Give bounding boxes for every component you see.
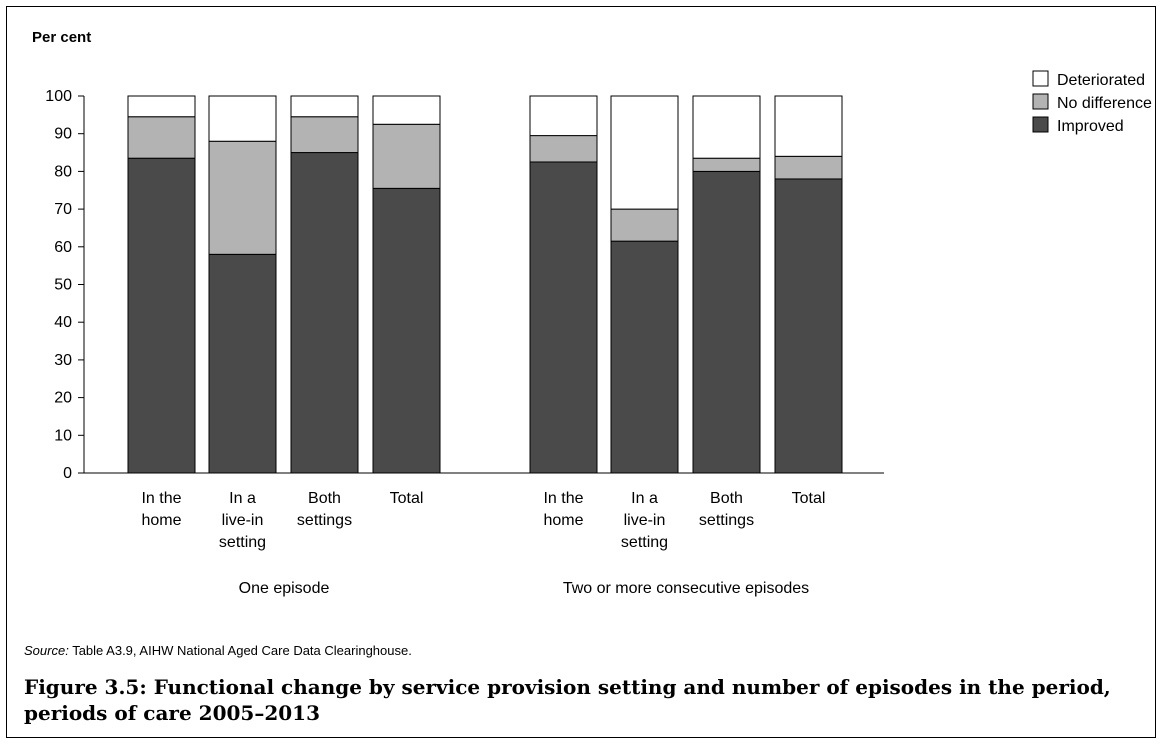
x-tick-label: live-in bbox=[222, 512, 264, 529]
legend-swatch bbox=[1032, 70, 1049, 87]
bar-segment-deteriorated bbox=[610, 95, 679, 210]
bar-segment-no-difference bbox=[290, 116, 359, 154]
legend-swatch bbox=[1032, 116, 1049, 133]
y-tick-label: 90 bbox=[54, 126, 72, 143]
bar-segment-improved bbox=[127, 157, 196, 474]
x-tick-label: home bbox=[543, 512, 583, 529]
y-tick-label: 10 bbox=[54, 427, 72, 444]
bar-segment-deteriorated bbox=[372, 95, 441, 125]
group-label: One episode bbox=[239, 580, 330, 597]
figure-caption: Figure 3.5: Functional change by service… bbox=[24, 675, 1111, 725]
bar-segment-no-difference bbox=[774, 155, 843, 180]
bar-segment-improved bbox=[290, 152, 359, 474]
x-tick-label: In a bbox=[631, 490, 658, 507]
bar-segment-deteriorated bbox=[290, 95, 359, 118]
bar-segment-deteriorated bbox=[774, 95, 843, 157]
bar-segment-no-difference bbox=[372, 123, 441, 189]
x-tick-label: live-in bbox=[624, 512, 666, 529]
bar-segment-deteriorated bbox=[529, 95, 598, 137]
bar-segment-improved bbox=[372, 187, 441, 474]
group-label: Two or more consecutive episodes bbox=[563, 580, 809, 597]
bar-segment-no-difference bbox=[610, 208, 679, 242]
y-tick-label: 50 bbox=[54, 277, 72, 294]
bar-segment-no-difference bbox=[208, 140, 277, 255]
y-tick-label: 100 bbox=[45, 88, 72, 105]
x-tick-label: setting bbox=[219, 534, 266, 551]
legend-label: Deteriorated bbox=[1057, 72, 1145, 89]
bar-segment-deteriorated bbox=[208, 95, 277, 142]
legend-label: No difference bbox=[1057, 95, 1152, 112]
y-tick-label: 70 bbox=[54, 201, 72, 218]
bar-segment-no-difference bbox=[127, 116, 196, 159]
source-label: Source: bbox=[24, 643, 69, 658]
y-tick-label: 0 bbox=[63, 465, 72, 482]
legend-swatch bbox=[1032, 93, 1049, 110]
figure-frame bbox=[6, 6, 1156, 738]
y-axis-title: Per cent bbox=[32, 29, 91, 46]
x-tick-label: setting bbox=[621, 534, 668, 551]
y-tick-label: 30 bbox=[54, 352, 72, 369]
bar-segment-deteriorated bbox=[692, 95, 761, 159]
bar-segment-improved bbox=[692, 170, 761, 474]
x-tick-label: Total bbox=[792, 490, 826, 507]
legend-label: Improved bbox=[1057, 118, 1124, 135]
bar-segment-improved bbox=[774, 178, 843, 474]
source-note: Source: Table A3.9, AIHW National Aged C… bbox=[24, 643, 412, 658]
y-tick-label: 20 bbox=[54, 390, 72, 407]
y-tick-label: 40 bbox=[54, 314, 72, 331]
bar-segment-no-difference bbox=[529, 135, 598, 163]
x-tick-label: In a bbox=[229, 490, 256, 507]
source-text: Table A3.9, AIHW National Aged Care Data… bbox=[68, 643, 412, 658]
x-tick-label: Both bbox=[308, 490, 341, 507]
x-tick-label: Both bbox=[710, 490, 743, 507]
bar-segment-no-difference bbox=[692, 157, 761, 172]
x-tick-label: In the bbox=[543, 490, 583, 507]
x-tick-label: home bbox=[141, 512, 181, 529]
bar-segment-deteriorated bbox=[127, 95, 196, 118]
x-tick-label: In the bbox=[141, 490, 181, 507]
x-tick-label: settings bbox=[699, 512, 754, 529]
bar-segment-improved bbox=[610, 240, 679, 474]
y-tick-label: 80 bbox=[54, 163, 72, 180]
x-tick-label: settings bbox=[297, 512, 352, 529]
y-tick-label: 60 bbox=[54, 239, 72, 256]
stacked-bar-chart: Per cent 0 10 20 30 40 50 60 70 80 90 100 In the home… bbox=[32, 29, 1152, 597]
bar-segment-improved bbox=[529, 161, 598, 474]
bar-segment-improved bbox=[208, 253, 277, 474]
x-tick-label: Total bbox=[390, 490, 424, 507]
